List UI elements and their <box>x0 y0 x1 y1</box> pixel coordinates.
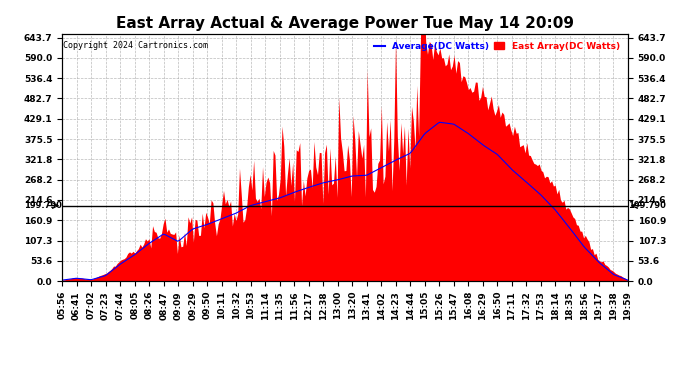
Title: East Array Actual & Average Power Tue May 14 20:09: East Array Actual & Average Power Tue Ma… <box>116 16 574 31</box>
Text: Copyright 2024 Cartronics.com: Copyright 2024 Cartronics.com <box>63 41 208 50</box>
Legend: Average(DC Watts), East Array(DC Watts): Average(DC Watts), East Array(DC Watts) <box>371 38 623 54</box>
Text: 199.790: 199.790 <box>23 201 61 210</box>
Text: 199.790: 199.790 <box>629 201 667 210</box>
